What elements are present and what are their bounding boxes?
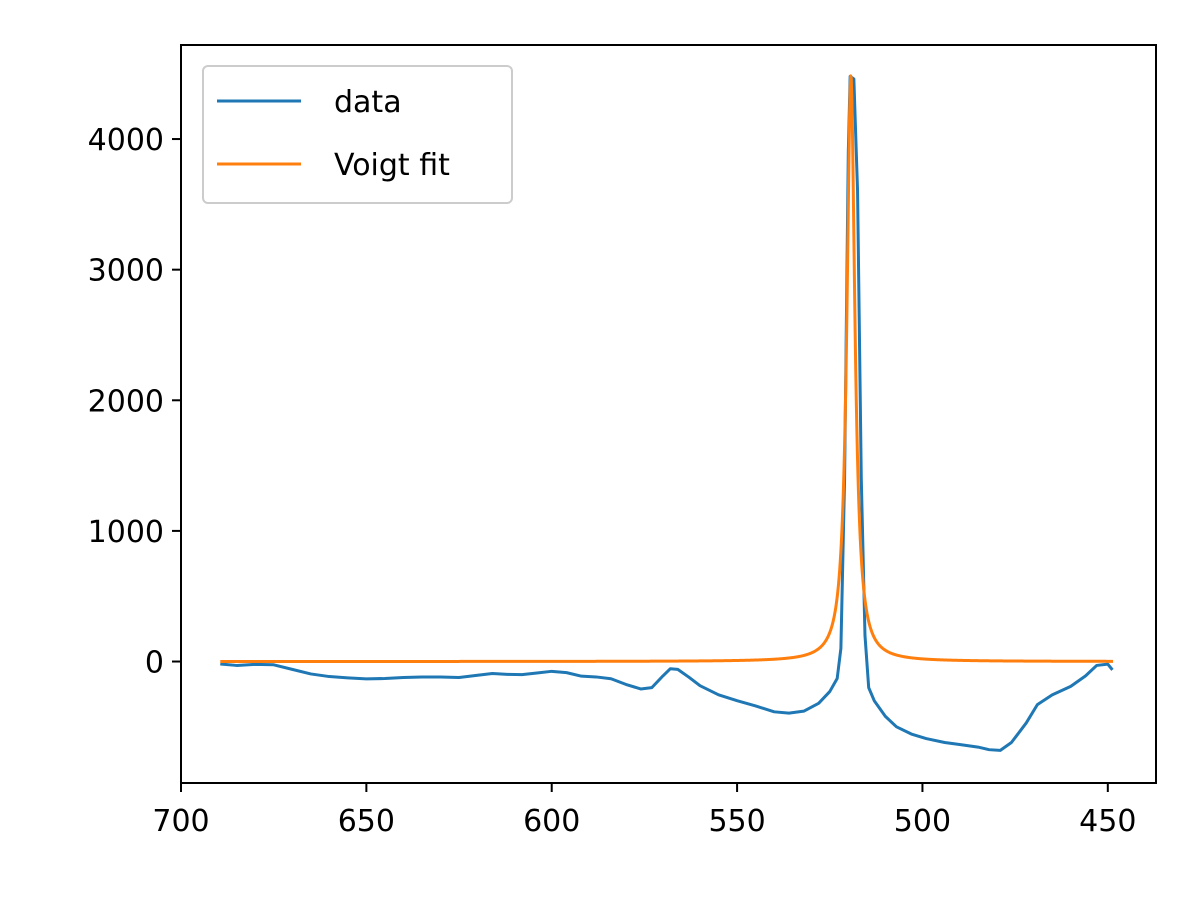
series-layer [220, 74, 1114, 752]
plot-frame [180, 44, 1157, 784]
legend: data Voigt fit [202, 65, 513, 204]
legend-label-voigt-fit: Voigt fit [334, 148, 450, 183]
y-tick-label: 2000 [88, 384, 164, 419]
y-tick-label: 1000 [88, 515, 164, 550]
series-line-data [220, 74, 1114, 752]
series-line-voigt-fit [220, 74, 1114, 663]
x-tick-label: 650 [338, 804, 395, 839]
y-tick-label: 3000 [88, 254, 164, 289]
y-tick-label: 0 [145, 646, 164, 681]
legend-label-data: data [334, 85, 402, 120]
x-tick-label: 450 [1079, 804, 1136, 839]
y-axis: 0 1000 2000 3000 4000 [88, 123, 181, 681]
x-tick-label: 500 [894, 804, 951, 839]
x-axis: 700 650 600 550 500 450 [152, 783, 1136, 839]
x-tick-label: 600 [523, 804, 580, 839]
x-tick-label: 550 [708, 804, 765, 839]
x-tick-label: 700 [152, 804, 209, 839]
y-tick-label: 4000 [88, 123, 164, 158]
